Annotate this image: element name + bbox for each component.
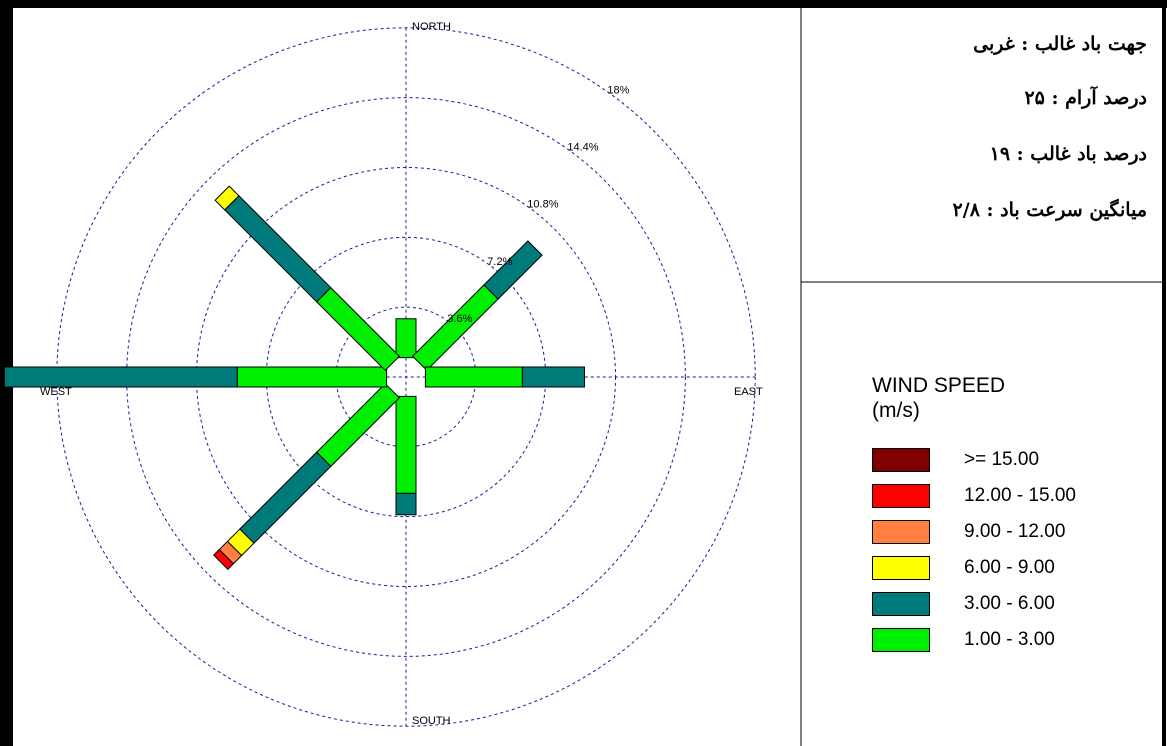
legend-label: 12.00 - 15.00 [964, 485, 1076, 506]
legend-swatch [872, 592, 930, 616]
ring-label-5: 18% [607, 84, 629, 96]
spoke-180-bin-1 [395, 395, 417, 494]
spoke-180-bin-2 [395, 492, 417, 516]
spoke-225-bin-1 [315, 382, 401, 468]
spoke-270-bin-1 [236, 366, 388, 388]
legend-label: 6.00 - 9.00 [964, 557, 1055, 578]
spoke-315-bin-3 [214, 185, 240, 211]
ring-label-4: 14.4% [567, 142, 598, 154]
legend-label: 1.00 - 3.00 [964, 629, 1055, 650]
legend-swatch [872, 484, 930, 508]
legend-label: >= 15.00 [964, 449, 1040, 470]
spoke-225-bin-5 [213, 548, 235, 570]
legend-swatch [872, 556, 930, 580]
spoke-45-bin-1 [411, 284, 499, 372]
calm-percent-text: درصد آرام : ۲۵ [1024, 87, 1147, 109]
direction-label-north: NORTH [412, 21, 451, 33]
legend-title-line2: (m/s) [872, 399, 920, 422]
spoke-90-bin-1 [424, 366, 523, 388]
spoke-225-bin-2 [239, 451, 332, 544]
legend-label: 3.00 - 6.00 [964, 593, 1055, 614]
mean-speed-text: میانگین سرعت باد : ۲/۸ [952, 199, 1147, 221]
direction-label-east: EAST [734, 386, 763, 398]
ring-label-3: 10.8% [527, 199, 558, 211]
prevailing-direction-text: جهت باد غالب : غربی [973, 33, 1147, 55]
spoke-45-bin-2 [483, 240, 543, 300]
legend-swatch [872, 448, 930, 472]
legend-title-line1: WIND SPEED [872, 374, 1006, 397]
ring-labels: 3.6% 7.2% 10.8% 14.4% 18% [447, 84, 629, 325]
legend-swatch [872, 520, 930, 544]
spoke-315-bin-1 [315, 286, 401, 372]
wind-spokes [3, 185, 585, 570]
spoke-90-bin-2 [521, 366, 585, 388]
prevailing-percent-text: درصد باد غالب : ۱۹ [989, 143, 1147, 165]
spoke-0-bin-1 [395, 318, 417, 359]
direction-label-south: SOUTH [412, 715, 451, 727]
legend-title: WIND SPEED (m/s) [872, 373, 1005, 423]
frame-top-border [0, 0, 1167, 8]
spoke-270-bin-2 [3, 366, 238, 388]
ring-label-2: 7.2% [487, 256, 512, 268]
legend-label: 9.00 - 12.00 [964, 521, 1066, 542]
direction-label-west: WEST [40, 386, 72, 398]
legend-swatch [872, 628, 930, 652]
ring-label-1: 3.6% [447, 313, 472, 325]
